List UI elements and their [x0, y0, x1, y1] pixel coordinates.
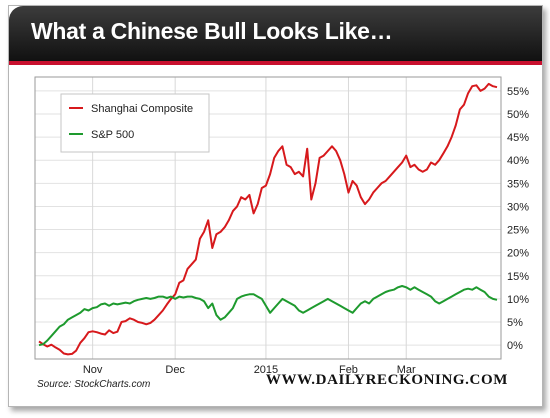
legend-label-sp500: S&P 500	[91, 129, 134, 141]
chart-gridlines	[35, 77, 501, 359]
site-url: WWW.DAILYRECKONING.COM	[265, 372, 508, 388]
legend: Shanghai Composite S&P 500	[60, 93, 210, 153]
series-line-sp500	[38, 285, 498, 347]
legend-label-shanghai: Shanghai Composite	[91, 103, 193, 115]
series-layer	[38, 82, 498, 356]
y-tick-label: 55%	[507, 86, 529, 98]
y-axis-ticks: 0% 5% 10% 15% 20% 25% 30% 35% 40% 45% 50% 55%	[507, 86, 529, 352]
x-tick-label: Dec	[165, 364, 185, 376]
title-bar: What a Chinese Bull Looks Like…	[9, 6, 542, 61]
legend-box	[60, 93, 210, 153]
x-tick-label: Feb	[339, 364, 358, 376]
source-note: Source: StockCharts.com	[37, 379, 151, 390]
line-chart: 0% 5% 10% 15% 20% 25% 30% 35% 40% 45% 50% 55% Nov De…	[34, 76, 529, 376]
x-tick-label: Mar	[397, 364, 416, 376]
y-tick-label: 15%	[507, 271, 529, 283]
y-tick-label: 25%	[507, 225, 529, 237]
y-tick-label: 30%	[507, 201, 529, 213]
y-tick-label: 20%	[507, 248, 529, 260]
x-tick-label: Nov	[83, 364, 103, 376]
chart-panel: What a Chinese Bull Looks Like… 0% 5% 10% 1…	[8, 5, 543, 407]
plot-area	[34, 76, 502, 360]
y-tick-label: 5%	[507, 317, 523, 329]
y-tick-label: 35%	[507, 178, 529, 190]
y-tick-label: 40%	[507, 155, 529, 167]
y-tick-label: 0%	[507, 340, 523, 352]
chart-title: What a Chinese Bull Looks Like…	[31, 18, 393, 44]
x-axis-ticks: Nov Dec 2015 Feb Mar	[83, 364, 416, 376]
series-line-shanghai	[38, 82, 498, 356]
y-tick-label: 10%	[507, 294, 529, 306]
x-tick-label: 2015	[254, 364, 278, 376]
y-tick-label: 50%	[507, 109, 529, 121]
y-tick-label: 45%	[507, 132, 529, 144]
title-accent-line	[9, 61, 542, 65]
